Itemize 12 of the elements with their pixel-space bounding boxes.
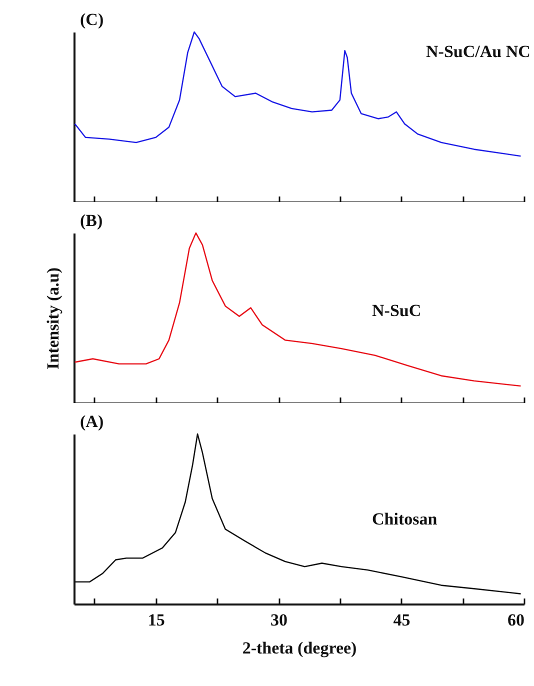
text: (B) [80,211,103,230]
y-axis-title: Intensity (a.u) [44,267,62,370]
x-axis-title: 2-theta (degree) [242,638,357,658]
x-tick-label: 60 [508,610,524,630]
x-tick-label: 45 [393,610,410,630]
x-tick-label: 15 [148,610,165,630]
x-tick-label: 30 [270,610,288,630]
text: (C) [80,10,104,29]
text: Chitosan [372,510,438,529]
text: N-SuC [372,300,422,320]
text: N-SuC/Au NC [426,42,530,62]
text: (A) [80,412,104,431]
